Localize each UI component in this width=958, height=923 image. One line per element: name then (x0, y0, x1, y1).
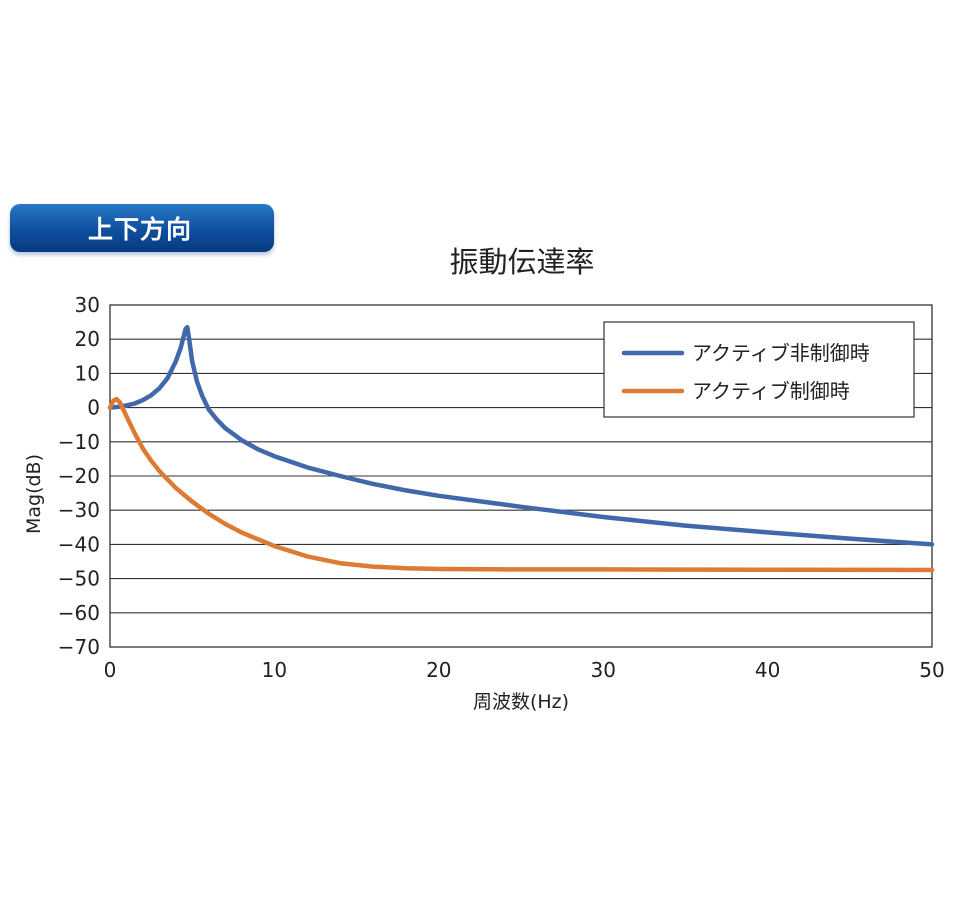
y-tick-labels: 30 20 10 0 −10 −20 −30 −40 −50 −60 −70 (58, 293, 100, 659)
x-tick-labels: 0 10 20 30 40 50 (104, 658, 945, 682)
series-line-1 (107, 324, 935, 547)
chart-title: 振動伝達率 (449, 245, 594, 279)
legend-label: アクティブ非制御時 (692, 341, 870, 365)
x-tick-label: 30 (590, 658, 615, 682)
x-tick-label: 10 (262, 658, 287, 682)
y-tick-label: −60 (58, 601, 100, 625)
y-tick-label: 10 (75, 361, 100, 385)
series-line-2 (107, 396, 935, 573)
direction-badge: 上下方向 (10, 204, 274, 252)
legend-label: アクティブ制御時 (692, 379, 850, 403)
y-tick-label: −50 (58, 567, 100, 591)
x-tick-label: 40 (755, 658, 780, 682)
y-tick-label: −40 (58, 532, 100, 556)
x-axis-label: 周波数(Hz) (473, 691, 569, 713)
y-tick-label: −10 (58, 430, 100, 454)
series-lines (107, 324, 935, 573)
plot-frame (109, 304, 933, 648)
x-tick-label: 20 (426, 658, 451, 682)
y-tick-label: 30 (75, 293, 100, 317)
y-tick-label: −70 (58, 635, 100, 659)
x-tick-label: 50 (919, 658, 944, 682)
y-tick-label: 20 (75, 327, 100, 351)
y-tick-label: −30 (58, 498, 100, 522)
y-tick-label: −20 (58, 464, 100, 488)
direction-badge-label: 上下方向 (88, 215, 193, 244)
legend-box (603, 321, 915, 418)
y-tick-label: 0 (87, 396, 100, 420)
y-axis-label: Mag(dB) (23, 454, 45, 534)
x-tick-label: 0 (104, 658, 117, 682)
